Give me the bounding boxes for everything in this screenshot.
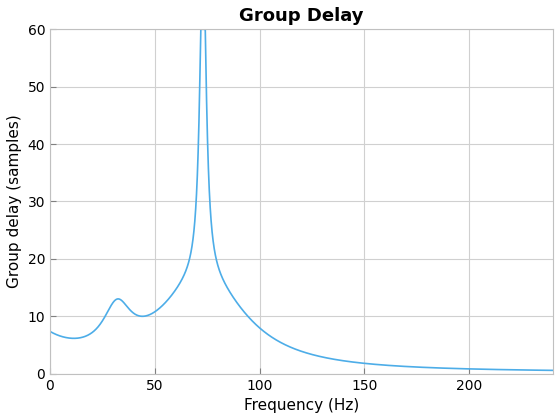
Y-axis label: Group delay (samples): Group delay (samples) (7, 115, 22, 289)
Title: Group Delay: Group Delay (239, 7, 364, 25)
X-axis label: Frequency (Hz): Frequency (Hz) (244, 398, 359, 413)
